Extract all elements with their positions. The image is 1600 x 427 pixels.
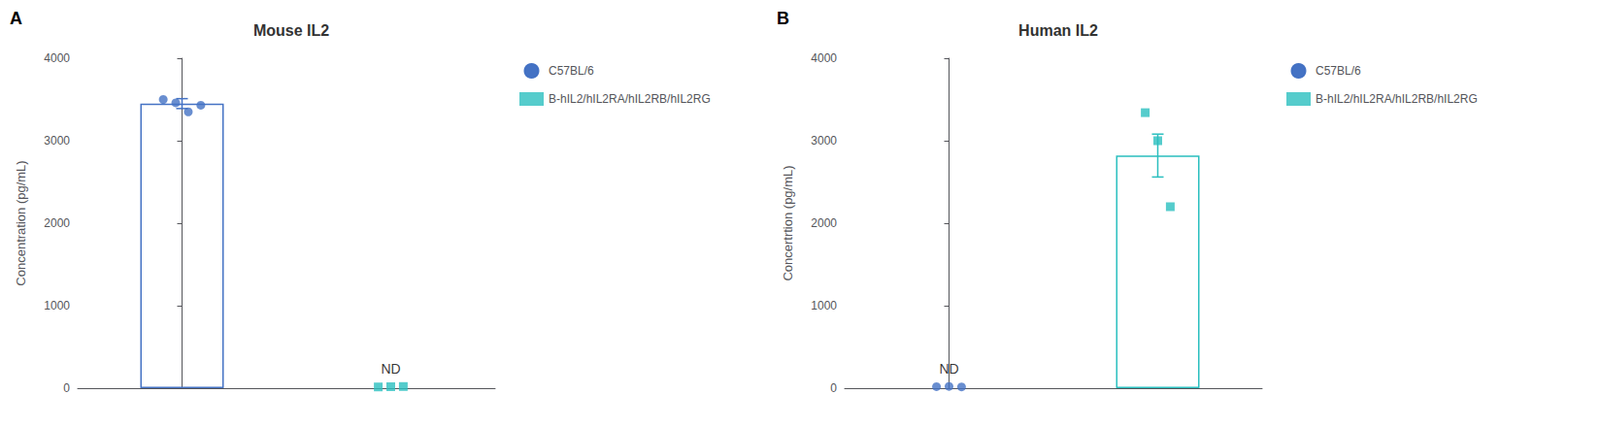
svg-text:B-hIL2/hIL2RA/hIL2RB/hIL2RG: B-hIL2/hIL2RA/hIL2RB/hIL2RG [1315,92,1478,106]
svg-text:ND: ND [380,361,400,377]
svg-text:2000: 2000 [810,216,837,231]
svg-text:1000: 1000 [43,299,70,313]
svg-text:Human IL2: Human IL2 [1018,22,1099,39]
svg-text:Mouse IL2: Mouse IL2 [253,22,330,39]
svg-text:2000: 2000 [43,216,70,231]
svg-text:Concentration (pg/mL): Concentration (pg/mL) [13,160,29,286]
svg-text:ND: ND [938,361,959,377]
svg-text:C57BL/6: C57BL/6 [548,64,595,78]
svg-text:Concertrtion (pg/mL): Concertrtion (pg/mL) [780,165,796,281]
svg-text:4000: 4000 [43,51,70,66]
svg-text:4000: 4000 [810,51,837,66]
svg-text:3000: 3000 [43,133,70,148]
svg-text:0: 0 [63,381,70,396]
svg-text:3000: 3000 [810,133,837,148]
svg-text:B-hIL2/hIL2RA/hIL2RB/hIL2RG: B-hIL2/hIL2RA/hIL2RB/hIL2RG [548,92,711,106]
svg-text:C57BL/6: C57BL/6 [1315,64,1362,78]
svg-text:0: 0 [830,381,837,396]
svg-text:B: B [776,8,790,29]
svg-text:A: A [9,8,23,29]
svg-text:1000: 1000 [810,299,837,313]
